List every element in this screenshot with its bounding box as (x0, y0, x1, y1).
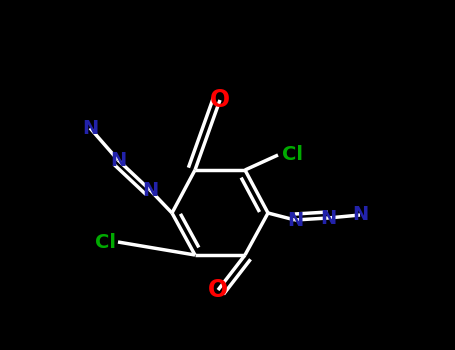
Text: Cl: Cl (282, 146, 303, 164)
Text: O: O (208, 278, 228, 302)
Text: Cl: Cl (95, 232, 116, 252)
Text: N: N (82, 119, 98, 138)
Text: N: N (287, 210, 303, 230)
Text: N: N (352, 205, 368, 224)
Text: N: N (320, 209, 336, 228)
Text: N: N (142, 181, 158, 199)
Text: O: O (210, 88, 230, 112)
Text: N: N (110, 150, 126, 169)
